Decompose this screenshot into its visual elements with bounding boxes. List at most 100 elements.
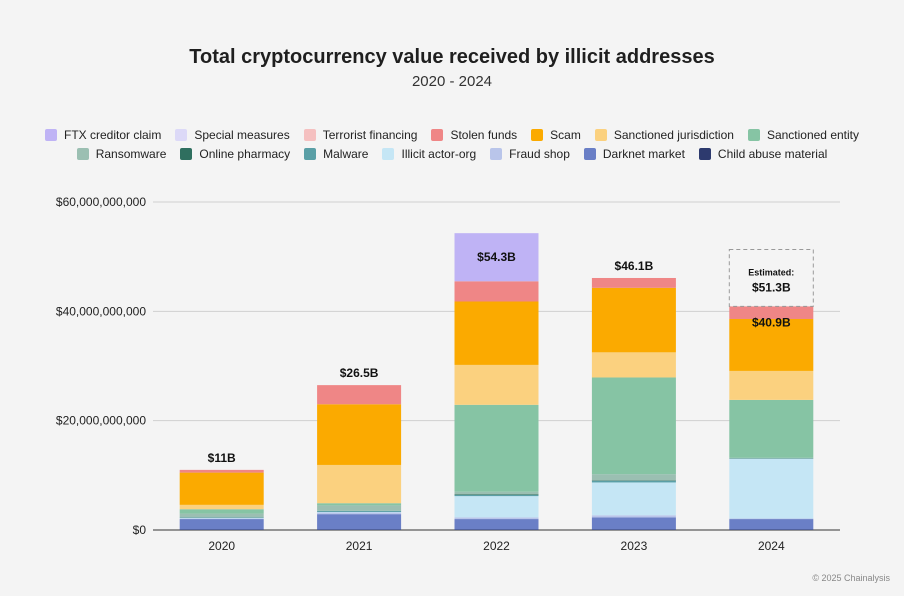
legend-swatch	[44, 129, 57, 141]
bar-segment-illicit-actor-org-2020	[179, 517, 264, 519]
bar-segment-fraud-shop-2022	[454, 517, 539, 520]
estimate-box	[728, 249, 814, 307]
bar-segment-fraud-shop-2024	[729, 518, 814, 520]
legend-item-illicit-actor-org: Illicit actor-org	[382, 146, 476, 162]
bar-segment-malware-2023	[591, 480, 676, 483]
bar-segment-scam-2021	[317, 404, 402, 465]
bar-segment-stolen-funds-2022	[454, 281, 539, 302]
data-label: $11B	[208, 451, 236, 465]
legend-item-stolen-funds: Stolen funds	[431, 127, 517, 143]
chart-title: Total cryptocurrency value received by i…	[189, 46, 715, 68]
legend-label: FTX creditor claim	[63, 128, 162, 142]
legend-label: Child abuse material	[717, 147, 828, 161]
bar-segment-ransomware-2021	[317, 505, 402, 511]
bar-segment-darknet-market-2023	[591, 517, 676, 530]
bar-segment-scam-2023	[591, 287, 676, 353]
legend-label: Ransomware	[95, 147, 167, 161]
bar-segment-online-pharmacy-2023	[591, 480, 676, 481]
legend-swatch	[303, 129, 316, 141]
estimate-label-line1: Estimated:	[748, 268, 794, 278]
bar-segment-illicit-actor-org-2021	[317, 511, 402, 513]
legend-label: Sanctioned entity	[766, 128, 859, 142]
legend-label: Malware	[323, 147, 369, 161]
legend-item-ftx-creditor-claim: FTX creditor claim	[44, 127, 162, 143]
bar-segment-darknet-market-2020	[179, 519, 264, 530]
legend-item-terrorist-financing: Terrorist financing	[303, 127, 418, 143]
bar-segment-fraud-shop-2021	[317, 512, 402, 515]
y-tick-label: $0	[133, 523, 147, 537]
legend-item-sanctioned-jurisdiction: Sanctioned jurisdiction	[594, 127, 734, 143]
bar-segment-malware-2020	[179, 517, 264, 518]
bar-segment-fraud-shop-2020	[179, 518, 264, 520]
estimate-label-line2: $51.3B	[752, 281, 791, 295]
legend-label: Illicit actor-org	[401, 147, 477, 161]
bar-segment-fraud-shop-2023	[591, 515, 676, 518]
bar-segment-ransomware-2020	[179, 513, 264, 518]
x-tick-label: 2023	[621, 539, 648, 553]
legend-item-darknet-market: Darknet market	[583, 146, 685, 162]
legend-swatch	[583, 148, 596, 160]
y-tick-label: $60,000,000,000	[56, 195, 146, 209]
legend-swatch	[382, 148, 395, 160]
legend-swatch	[747, 129, 760, 141]
legend-item-fraud-shop: Fraud shop	[490, 146, 570, 162]
bar-segment-sanctioned-entity-2020	[179, 509, 264, 514]
bar-segment-illicit-actor-org-2024	[729, 458, 814, 519]
bar-segment-scam-2024	[729, 318, 814, 371]
data-label: $40.9B	[752, 315, 791, 329]
bar-segment-child-abuse-material-2024	[729, 529, 814, 530]
bar-segment-malware-2024	[729, 458, 814, 459]
data-label: $26.5B	[340, 366, 379, 380]
chart-legend: FTX creditor claim Special measures Terror…	[30, 127, 874, 162]
bar-segment-sanctioned-jurisdiction-2023	[591, 352, 676, 378]
legend-label: Darknet market	[602, 147, 685, 161]
bar-segment-sanctioned-entity-2022	[454, 404, 539, 492]
bar-segment-sanctioned-jurisdiction-2020	[179, 504, 264, 510]
y-tick-label: $20,000,000,000	[56, 414, 146, 428]
bar-segment-ransomware-2024	[729, 457, 814, 459]
x-tick-label: 2022	[483, 539, 510, 553]
x-tick-label: 2021	[346, 539, 373, 553]
bar-segment-ransomware-2022	[454, 491, 539, 495]
bar-segment-sanctioned-jurisdiction-2022	[454, 364, 539, 405]
bar-segment-darknet-market-2021	[317, 514, 402, 530]
bar-segment-malware-2021	[317, 510, 402, 512]
legend-item-sanctioned-entity: Sanctioned entity	[747, 127, 859, 143]
data-label: $46.1B	[615, 259, 654, 273]
bar-segment-ransomware-2023	[591, 474, 676, 481]
bar-segment-stolen-funds-2023	[591, 277, 676, 288]
legend-item-special-measures: Special measures	[175, 127, 290, 143]
bar-segment-sanctioned-jurisdiction-2024	[729, 370, 814, 400]
chart-subtitle: 2020 - 2024	[411, 73, 493, 90]
legend-label: Stolen funds	[450, 128, 518, 142]
legend-item-online-pharmacy: Online pharmacy	[180, 146, 290, 162]
legend-swatch	[431, 129, 444, 141]
legend-item-child-abuse-material: Child abuse material	[698, 146, 828, 162]
bar-segment-malware-2022	[454, 495, 539, 497]
bar-segment-child-abuse-material-2023	[591, 529, 676, 530]
legend-label: Terrorist financing	[322, 128, 418, 142]
bar-segment-sanctioned-jurisdiction-2021	[317, 464, 402, 504]
legend-swatch	[175, 129, 188, 141]
bar-segment-ftx-creditor-claim-2022	[454, 233, 539, 282]
legend-label: Sanctioned jurisdiction	[613, 128, 734, 142]
bar-segment-darknet-market-2022	[454, 519, 539, 530]
legend-label: Online pharmacy	[199, 147, 291, 161]
bar-segment-child-abuse-material-2022	[454, 529, 539, 530]
legend-label: Special measures	[194, 128, 290, 142]
legend-swatch	[304, 148, 317, 160]
x-tick-label: 2024	[758, 539, 785, 553]
legend-swatch	[490, 148, 503, 160]
bar-segment-sanctioned-entity-2021	[317, 503, 402, 506]
bar-segment-scam-2022	[454, 301, 539, 365]
bar-segment-sanctioned-entity-2024	[729, 399, 814, 458]
legend-label: Scam	[550, 128, 581, 142]
copyright-footer: © 2025 Chainalysis	[812, 573, 890, 583]
legend-swatch	[698, 148, 711, 160]
legend-item-ransomware: Ransomware	[76, 146, 167, 162]
bar-segment-illicit-actor-org-2023	[591, 482, 676, 516]
bar-segment-child-abuse-material-2021	[317, 529, 402, 530]
bar-segment-darknet-market-2024	[729, 519, 814, 530]
bar-segment-stolen-funds-2024	[729, 306, 814, 319]
legend-label: Fraud shop	[509, 147, 570, 161]
